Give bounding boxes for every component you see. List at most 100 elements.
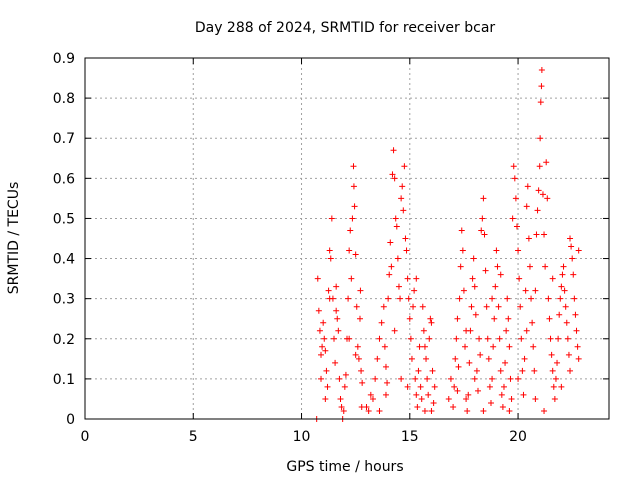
data-point	[518, 336, 524, 342]
data-point	[430, 368, 436, 374]
data-point	[564, 320, 570, 326]
data-point	[500, 404, 506, 410]
data-point	[384, 380, 390, 386]
data-point	[464, 408, 470, 414]
y-tick-label: 0.2	[53, 332, 75, 348]
data-point	[557, 296, 563, 302]
data-point	[357, 316, 363, 322]
data-point	[350, 163, 356, 169]
data-point	[554, 360, 560, 366]
data-point	[452, 356, 458, 362]
y-tick-label: 0.1	[53, 372, 75, 388]
data-point	[575, 344, 581, 350]
data-point	[338, 396, 344, 402]
data-point	[327, 296, 333, 302]
data-point	[474, 368, 480, 374]
data-point	[432, 384, 438, 390]
data-point	[457, 296, 463, 302]
data-point	[323, 368, 329, 374]
data-point	[486, 356, 492, 362]
data-point	[331, 336, 337, 342]
data-point	[353, 252, 359, 258]
data-point	[552, 396, 558, 402]
data-point	[571, 296, 577, 302]
data-point	[507, 376, 513, 382]
data-point	[372, 376, 378, 382]
data-point	[450, 404, 456, 410]
data-point	[424, 376, 430, 382]
data-point	[563, 304, 569, 310]
data-point	[400, 207, 406, 213]
data-point	[333, 308, 339, 314]
data-point	[480, 408, 486, 414]
data-point	[531, 368, 537, 374]
data-point	[419, 396, 425, 402]
data-point	[524, 203, 530, 209]
data-point	[505, 316, 511, 322]
data-point	[501, 384, 507, 390]
y-tick-label: 0.4	[53, 252, 75, 268]
data-point	[320, 320, 326, 326]
data-point	[386, 272, 392, 278]
data-point	[381, 304, 387, 310]
data-point	[460, 248, 466, 254]
data-point	[410, 304, 416, 310]
data-point	[399, 183, 405, 189]
data-point	[569, 256, 575, 262]
data-point	[510, 215, 516, 221]
data-point	[343, 372, 349, 378]
data-point	[382, 344, 388, 350]
data-point	[559, 272, 565, 278]
data-point	[548, 336, 554, 342]
data-point	[478, 227, 484, 233]
x-tick-label: 15	[401, 429, 419, 445]
data-point	[426, 336, 432, 342]
data-point	[448, 376, 454, 382]
data-point	[327, 248, 333, 254]
axis-tick-labels: 0 5 10 15 20 0 0.1 0.2 0.3 0.4 0.5 0.6 0.7 0.8 0.9	[53, 51, 527, 445]
data-point	[523, 288, 529, 294]
data-point	[396, 284, 402, 290]
data-point	[477, 352, 483, 358]
data-point	[480, 195, 486, 201]
data-point	[336, 376, 342, 382]
data-point	[383, 392, 389, 398]
data-point	[544, 195, 550, 201]
data-point	[395, 256, 401, 262]
data-point	[461, 288, 467, 294]
data-point	[358, 368, 364, 374]
data-point	[391, 147, 397, 153]
data-point	[526, 236, 532, 242]
data-point	[392, 328, 398, 334]
data-point	[415, 368, 421, 374]
data-point	[515, 376, 521, 382]
data-point	[322, 348, 328, 354]
y-tick-label: 0.6	[53, 171, 75, 187]
data-point	[463, 328, 469, 334]
data-point	[383, 364, 389, 370]
data-point	[514, 223, 520, 229]
data-point	[512, 175, 518, 181]
data-point	[530, 344, 536, 350]
y-tick-label: 0.5	[53, 211, 75, 227]
data-point	[546, 316, 552, 322]
data-point	[462, 344, 468, 350]
data-point	[422, 344, 428, 350]
data-point	[423, 356, 429, 362]
data-point	[354, 304, 360, 310]
data-point	[515, 248, 521, 254]
data-point	[387, 240, 393, 246]
data-point	[317, 328, 323, 334]
data-point	[355, 344, 361, 350]
data-point	[431, 400, 437, 406]
data-point	[489, 376, 495, 382]
data-point	[359, 380, 365, 386]
x-tick-label: 0	[81, 429, 90, 445]
data-point	[513, 195, 519, 201]
data-point	[398, 376, 404, 382]
data-point	[542, 264, 548, 270]
data-point	[536, 187, 542, 193]
data-point	[357, 288, 363, 294]
data-point	[488, 400, 494, 406]
data-point	[494, 264, 500, 270]
